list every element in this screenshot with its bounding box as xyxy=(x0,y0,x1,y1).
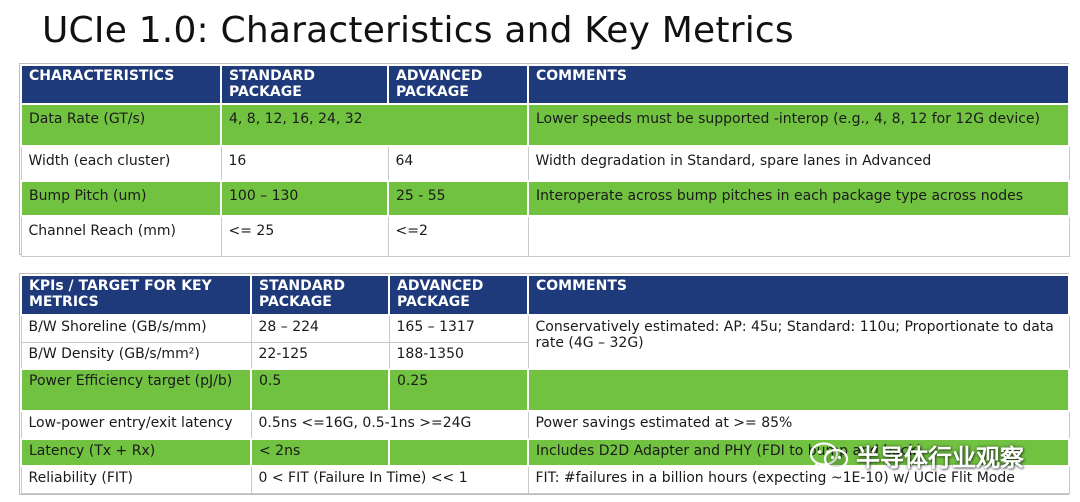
header-comments: COMMENTS xyxy=(527,274,1070,316)
cell-kpi: B/W Density (GB/s/mm²) xyxy=(20,341,252,370)
characteristics-table: CHARACTERISTICS STANDARD PACKAGE ADVANCE… xyxy=(20,64,1070,257)
cell-characteristic: Channel Reach (mm) xyxy=(20,215,222,257)
cell-standard: 100 – 130 xyxy=(220,180,389,217)
cell-standard-advanced: 0 < FIT (Failure In Time) << 1 xyxy=(250,465,529,494)
cell-comment: Conservatively estimated: AP: 45u; Stand… xyxy=(527,314,1070,370)
table-header-row: KPIs / TARGET FOR KEY METRICS STANDARD P… xyxy=(20,274,1070,316)
watermark: 半导体行业观察 xyxy=(808,438,1024,473)
cell-comment: Lower speeds must be supported -interop … xyxy=(527,103,1070,147)
cell-advanced: <=2 xyxy=(387,215,529,257)
cell-advanced: 25 - 55 xyxy=(387,180,529,217)
table-row: Channel Reach (mm) <= 25 <=2 xyxy=(20,215,1070,257)
cell-kpi: Latency (Tx + Rx) xyxy=(20,438,252,467)
cell-advanced xyxy=(388,438,529,467)
cell-comment xyxy=(527,215,1070,257)
cell-kpi: Reliability (FIT) xyxy=(20,465,252,494)
page-title: UCIe 1.0: Characteristics and Key Metric… xyxy=(42,10,794,51)
cell-kpi: B/W Shoreline (GB/s/mm) xyxy=(20,314,252,343)
cell-advanced: 188-1350 xyxy=(388,341,529,370)
table-row: Data Rate (GT/s) 4, 8, 12, 16, 24, 32 Lo… xyxy=(20,103,1070,147)
cell-advanced: 165 – 1317 xyxy=(388,314,529,343)
kpi-table: KPIs / TARGET FOR KEY METRICS STANDARD P… xyxy=(20,274,1070,494)
watermark-text: 半导体行业观察 xyxy=(856,444,1024,472)
table-header-row: CHARACTERISTICS STANDARD PACKAGE ADVANCE… xyxy=(20,64,1070,105)
cell-standard: < 2ns xyxy=(250,438,390,467)
header-comments: COMMENTS xyxy=(527,64,1070,105)
header-standard-package: STANDARD PACKAGE xyxy=(220,64,389,105)
cell-characteristic: Width (each cluster) xyxy=(20,145,222,182)
cell-comment xyxy=(527,368,1070,412)
table-row: Power Efficiency target (pJ/b) 0.5 0.25 xyxy=(20,368,1070,412)
cell-kpi: Power Efficiency target (pJ/b) xyxy=(20,368,252,412)
table-row: Latency (Tx + Rx) < 2ns Includes D2D Ada… xyxy=(20,438,1070,467)
header-advanced-package: ADVANCED PACKAGE xyxy=(387,64,529,105)
cell-comment: Width degradation in Standard, spare lan… xyxy=(527,145,1070,182)
cell-characteristic: Data Rate (GT/s) xyxy=(20,103,222,147)
wechat-icon xyxy=(809,441,849,470)
table-row: Reliability (FIT) 0 < FIT (Failure In Ti… xyxy=(20,465,1070,494)
cell-comment: Power savings estimated at >= 85% xyxy=(527,410,1070,440)
cell-standard: <= 25 xyxy=(220,215,389,257)
cell-advanced: 0.25 xyxy=(388,368,529,412)
cell-advanced: 64 xyxy=(387,145,529,182)
table-row: Bump Pitch (um) 100 – 130 25 - 55 Intero… xyxy=(20,180,1070,217)
cell-standard: 0.5 xyxy=(250,368,390,412)
table-row: B/W Shoreline (GB/s/mm) 28 – 224 165 – 1… xyxy=(20,314,1070,370)
table-row: Low-power entry/exit latency 0.5ns <=16G… xyxy=(20,410,1070,440)
table-row: Width (each cluster) 16 64 Width degrada… xyxy=(20,145,1070,182)
cell-standard-advanced: 0.5ns <=16G, 0.5-1ns >=24G xyxy=(250,410,529,440)
cell-kpi: Low-power entry/exit latency xyxy=(20,410,252,440)
header-kpis: KPIs / TARGET FOR KEY METRICS xyxy=(20,274,252,316)
cell-comment: FIT: #failures in a billion hours (expec… xyxy=(527,465,1070,494)
cell-comment: Interoperate across bump pitches in each… xyxy=(527,180,1070,217)
cell-standard: 22-125 xyxy=(250,341,390,370)
header-standard-package: STANDARD PACKAGE xyxy=(250,274,390,316)
cell-comment: Includes D2D Adapter and PHY (FDI to bum… xyxy=(527,438,1070,467)
cell-standard: 16 xyxy=(220,145,389,182)
cell-standard-advanced: 4, 8, 12, 16, 24, 32 xyxy=(220,103,529,147)
header-characteristics: CHARACTERISTICS xyxy=(20,64,222,105)
cell-characteristic: Bump Pitch (um) xyxy=(20,180,222,217)
header-advanced-package: ADVANCED PACKAGE xyxy=(388,274,529,316)
cell-standard: 28 – 224 xyxy=(250,314,390,343)
